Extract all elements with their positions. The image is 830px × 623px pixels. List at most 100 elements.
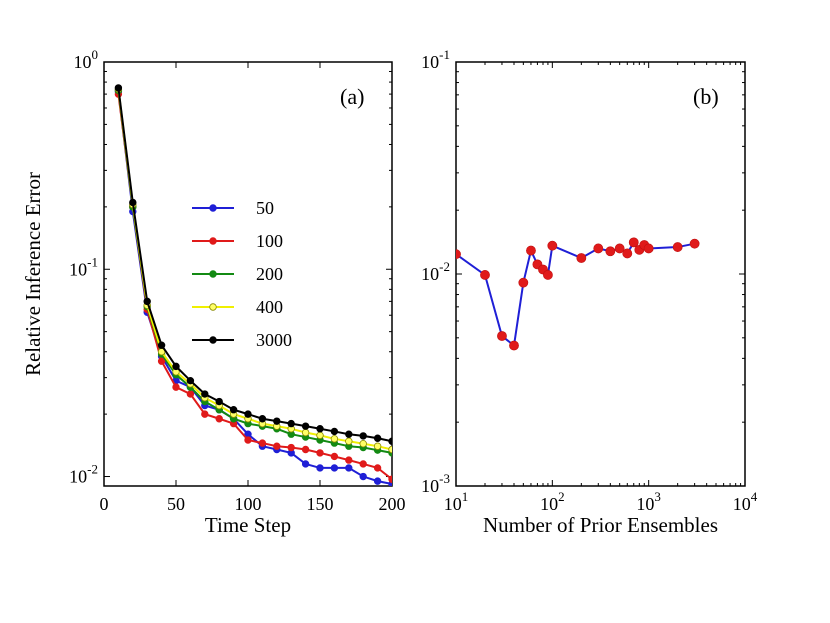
series-point-100 <box>330 452 339 461</box>
y-tick-label: 100 <box>74 47 99 72</box>
series-point-100 <box>258 439 267 447</box>
legend-marker-50 <box>209 204 217 212</box>
series-point-3000 <box>287 419 295 428</box>
series-point-error <box>456 249 461 260</box>
series-point-3000 <box>229 406 238 414</box>
series-point-100 <box>186 390 195 398</box>
y-tick-label-base: 10 <box>69 467 87 487</box>
series-point-error <box>689 238 700 249</box>
y-tick-label-exp: 0 <box>92 47 99 62</box>
series-group <box>456 237 700 351</box>
series-point-3000 <box>345 430 353 438</box>
x-tick-label: 100 <box>235 494 262 514</box>
series-point-50 <box>316 464 324 472</box>
series-point-error <box>509 340 519 351</box>
y-tick-label-exp: -1 <box>439 47 450 62</box>
series-point-100 <box>301 445 310 454</box>
series-point-3000 <box>129 198 137 207</box>
series-point-error <box>480 270 490 280</box>
y-tick-label-base: 10 <box>421 476 439 496</box>
x-tick-label: 101 <box>444 489 469 514</box>
series-point-3000 <box>244 410 252 418</box>
y-tick-label-base: 10 <box>74 52 92 72</box>
series-point-50 <box>373 477 382 485</box>
series-point-error <box>643 243 654 254</box>
series-point-100 <box>201 410 209 418</box>
series-point-error <box>518 277 529 288</box>
series-point-100 <box>359 460 367 468</box>
series-point-100 <box>244 436 252 444</box>
series-point-50 <box>345 464 353 472</box>
series-point-100 <box>287 443 295 452</box>
series-point-error <box>622 248 633 259</box>
series-point-3000 <box>258 415 267 423</box>
series-point-3000 <box>301 422 310 430</box>
y-tick-label: 10-3 <box>421 471 450 496</box>
x-tick-label: 104 <box>733 489 758 514</box>
series-point-100 <box>157 357 166 365</box>
series-point-3000 <box>388 437 392 445</box>
x-tick-label-base: 10 <box>636 494 654 514</box>
legend-label-100: 100 <box>256 231 283 251</box>
series-point-100 <box>316 449 324 457</box>
y-tick-label-base: 10 <box>69 259 87 279</box>
x-tick-label-exp: 1 <box>462 489 469 504</box>
series-point-error <box>593 243 604 254</box>
legend-marker-400 <box>209 303 217 311</box>
series-point-3000 <box>186 376 195 385</box>
series-group <box>114 84 392 486</box>
x-tick-label-base: 10 <box>444 494 462 514</box>
x-tick-label: 50 <box>167 494 185 514</box>
legend-label-3000: 3000 <box>256 330 292 350</box>
series-point-3000 <box>273 417 281 425</box>
y-axis-label: Relative Inference Error <box>21 172 45 376</box>
series-point-400 <box>301 428 310 437</box>
y-tick-label-exp: -3 <box>439 471 450 486</box>
y-tick-label-base: 10 <box>421 52 439 72</box>
series-point-3000 <box>201 390 209 398</box>
x-axis-label: Number of Prior Ensembles <box>483 513 718 537</box>
legend-label-200: 200 <box>256 264 283 284</box>
series-point-50 <box>301 460 310 468</box>
x-tick-label-exp: 2 <box>558 489 565 504</box>
series-point-error <box>576 253 587 263</box>
series-point-50 <box>330 464 339 472</box>
series-point-3000 <box>316 425 324 433</box>
series-point-50 <box>359 472 367 481</box>
y-tick-label-exp: -2 <box>87 462 98 477</box>
series-point-400 <box>388 445 392 454</box>
y-tick-label-exp: -2 <box>439 259 450 274</box>
series-point-100 <box>172 383 180 391</box>
series-point-3000 <box>157 341 166 349</box>
y-tick-label: 10-2 <box>421 259 450 284</box>
y-tick-label: 10-2 <box>69 462 98 487</box>
legend-marker-100 <box>209 237 217 245</box>
legend-label-400: 400 <box>256 297 283 317</box>
x-tick-label-exp: 4 <box>751 489 758 504</box>
x-axis-label: Time Step <box>205 513 291 537</box>
series-point-400 <box>316 431 324 440</box>
series-point-error <box>497 331 507 341</box>
series-point-100 <box>373 464 382 472</box>
series-point-400 <box>330 435 339 443</box>
series-point-3000 <box>330 427 339 436</box>
series-line-error <box>456 240 695 348</box>
x-tick-label-base: 10 <box>733 494 751 514</box>
series-point-100 <box>388 475 392 483</box>
series-point-3000 <box>215 397 223 406</box>
y-tick-label-exp: -1 <box>87 254 98 269</box>
series-point-error <box>543 270 553 280</box>
series-point-100 <box>345 456 353 464</box>
series-point-400 <box>345 437 353 445</box>
series-point-3000 <box>114 84 123 92</box>
series-point-error <box>672 242 683 252</box>
x-tick-label: 0 <box>100 494 109 514</box>
x-tick-label-base: 10 <box>540 494 558 514</box>
plot-frame <box>455 61 746 487</box>
legend-marker-3000 <box>209 336 217 344</box>
series-point-400 <box>359 439 367 448</box>
panel-label: (b) <box>693 84 719 109</box>
